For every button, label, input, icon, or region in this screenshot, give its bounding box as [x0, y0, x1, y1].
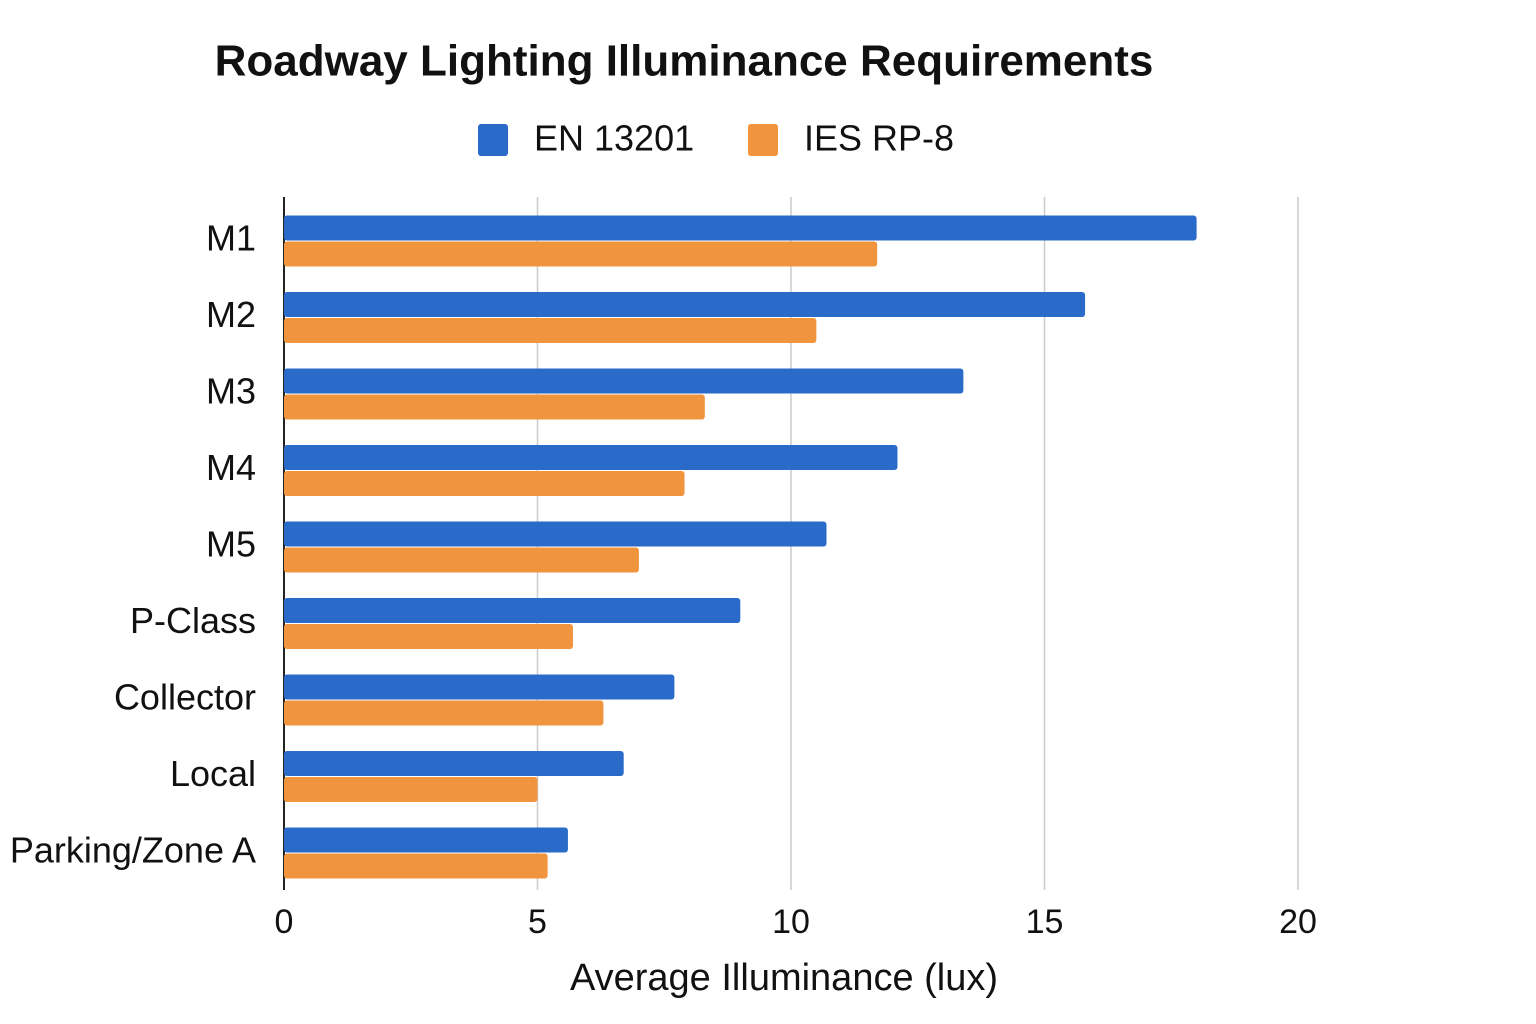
- bar: [284, 547, 639, 573]
- bar: [284, 241, 878, 267]
- y-tick-label: Local: [170, 753, 256, 794]
- bar: [284, 674, 675, 700]
- bar: [284, 318, 817, 343]
- y-tick-label: M3: [206, 371, 256, 412]
- legend-swatch: [748, 124, 778, 156]
- y-tick-label: Parking/Zone A: [10, 830, 256, 871]
- bar: [284, 292, 1086, 317]
- bar: [284, 394, 705, 420]
- bar: [284, 445, 898, 470]
- bar: [284, 853, 548, 879]
- bar: [284, 368, 964, 394]
- x-tick-label: 20: [1279, 903, 1317, 941]
- bar: [284, 215, 1197, 241]
- y-tick-label: Collector: [114, 677, 256, 718]
- y-tick-label: M2: [206, 294, 256, 335]
- bar: [284, 777, 538, 802]
- bar: [284, 700, 604, 726]
- legend-swatch: [478, 124, 508, 156]
- bar: [284, 521, 827, 547]
- x-tick-label: 15: [1026, 903, 1064, 941]
- legend-label: EN 13201: [534, 118, 694, 159]
- bar: [284, 624, 573, 649]
- x-axis-label: Average Illuminance (lux): [570, 957, 998, 999]
- bar: [284, 598, 741, 623]
- y-tick-label: M1: [206, 218, 256, 259]
- x-tick-label: 10: [772, 903, 810, 941]
- y-tick-label: P-Class: [130, 600, 256, 641]
- x-tick-label: 5: [528, 903, 547, 941]
- legend-label: IES RP-8: [804, 118, 954, 159]
- bar: [284, 751, 624, 776]
- y-tick-label: M4: [206, 447, 256, 488]
- y-tick-label: M5: [206, 524, 256, 565]
- x-tick-label: 0: [275, 903, 294, 941]
- bar: [284, 471, 685, 496]
- bar: [284, 827, 568, 853]
- chart-title: Roadway Lighting Illuminance Requirement…: [215, 37, 1154, 86]
